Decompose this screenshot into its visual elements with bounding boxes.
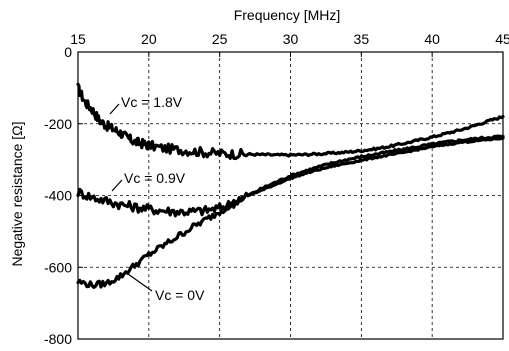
y-tick-label: -600 <box>44 259 72 275</box>
series-annotations: Vc = 1.8V Vc = 0.9V Vc = 0V <box>109 94 205 303</box>
x-tick-label: 25 <box>212 31 228 47</box>
x-tick-label: 35 <box>354 31 370 47</box>
x-tick-label: 20 <box>141 31 157 47</box>
tick-labels: 15 20 25 30 35 40 45 0 -200 -400 -600 -800 <box>44 31 509 347</box>
series-annotation-label: Vc = 1.8V <box>121 94 183 110</box>
series-annotation-label: Vc = 0.9V <box>124 170 186 186</box>
x-tick-label: 40 <box>424 31 440 47</box>
y-tick-label: -200 <box>44 116 72 132</box>
annotation-leader <box>111 179 123 192</box>
plot-frame <box>77 51 504 340</box>
y-axis-label: Negative resistance [Ω] <box>9 121 25 266</box>
x-tick-label: 45 <box>495 31 509 47</box>
y-tick-label: 0 <box>64 44 72 60</box>
annotation-leader <box>109 103 120 115</box>
x-axis-label: Frequency [MHz] <box>234 7 341 23</box>
data-series <box>76 82 505 289</box>
y-tick-label: -800 <box>44 331 72 347</box>
series-line <box>76 136 505 289</box>
x-tick-label: 15 <box>70 31 86 47</box>
x-tick-label: 30 <box>283 31 299 47</box>
annotation-leader <box>127 273 153 292</box>
series-line <box>76 82 505 161</box>
y-tick-label: -400 <box>44 188 72 204</box>
series-annotation-label: Vc = 0V <box>155 287 205 303</box>
grid-lines <box>78 52 503 339</box>
